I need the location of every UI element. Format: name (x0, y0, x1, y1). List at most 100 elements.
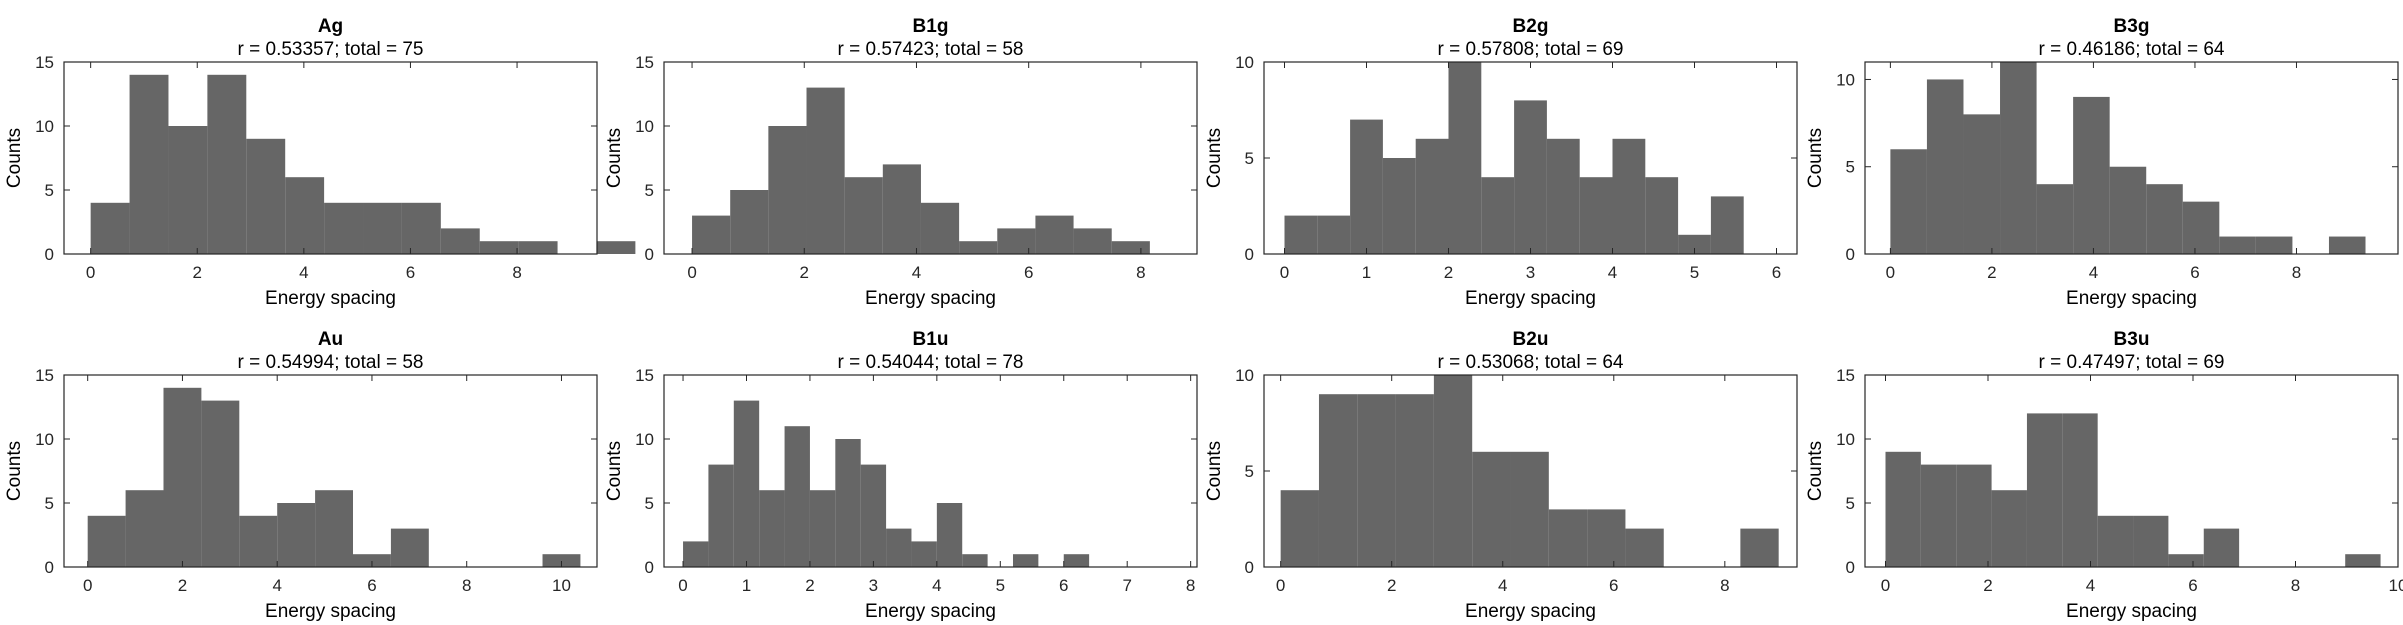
y-tick-label: 0 (45, 245, 54, 264)
histogram-bar (882, 164, 921, 254)
histogram-bar (1111, 241, 1150, 254)
histogram-bar (324, 202, 364, 254)
x-axis-label: Energy spacing (265, 601, 396, 622)
y-tick-label: 0 (1245, 245, 1254, 264)
y-tick-label: 5 (45, 181, 54, 200)
histogram-bar (1280, 490, 1319, 567)
x-tick-label: 0 (678, 576, 687, 595)
panel-subtitle: r = 0.47497; total = 69 (2039, 352, 2225, 373)
y-axis-label: Counts (1204, 441, 1225, 501)
x-tick-label: 6 (1024, 263, 1033, 282)
y-tick-label: 10 (35, 430, 54, 449)
histogram-bar (479, 241, 519, 254)
histogram-bar (2328, 236, 2366, 254)
histogram-bar (733, 400, 760, 567)
y-tick-label: 0 (1245, 558, 1254, 577)
x-axis-label: Energy spacing (865, 288, 996, 309)
x-tick-label: 7 (1122, 576, 1131, 595)
axes-box (663, 374, 1198, 568)
panel-title: B1u (913, 329, 949, 350)
y-axis-label: Counts (4, 441, 25, 501)
y-axis-label: Counts (1805, 441, 1826, 501)
y-tick-label: 0 (645, 558, 654, 577)
histogram-bar (1546, 138, 1580, 254)
x-tick-label: 0 (1886, 263, 1895, 282)
histogram-bar (1625, 528, 1664, 567)
histogram-bar (1678, 234, 1711, 254)
histogram-bar (363, 202, 402, 254)
histogram-bar (1433, 375, 1473, 567)
x-tick-label: 2 (805, 576, 814, 595)
x-tick-label: 4 (2089, 263, 2098, 282)
axes-box (1864, 374, 2399, 568)
y-tick-label: 5 (645, 181, 654, 200)
panel-subtitle: r = 0.57808; total = 69 (1438, 39, 1624, 60)
axes-box (1864, 61, 2399, 255)
x-tick-label: 4 (1608, 263, 1617, 282)
x-tick-label: 1 (1362, 263, 1371, 282)
panel-subtitle: r = 0.54044; total = 78 (838, 352, 1024, 373)
y-tick-label: 10 (1235, 53, 1254, 72)
histogram-bar (768, 126, 807, 254)
histogram-bar (1612, 138, 1646, 254)
y-tick-label: 10 (1836, 70, 1855, 89)
histogram-bar (708, 464, 734, 567)
histogram-bar (1920, 464, 1957, 567)
histogram-bar (2026, 413, 2063, 567)
x-tick-label: 2 (1444, 263, 1453, 282)
y-tick-label: 5 (1846, 158, 1855, 177)
histogram-bar (2182, 201, 2220, 254)
y-tick-label: 0 (1846, 245, 1855, 264)
histogram-bar (1579, 177, 1613, 254)
x-tick-label: 10 (2389, 576, 2403, 595)
y-tick-label: 10 (1235, 366, 1254, 385)
histogram-bar (1587, 509, 1626, 567)
x-tick-label: 2 (1987, 263, 1996, 282)
x-tick-label: 4 (932, 576, 941, 595)
histogram-bar (542, 554, 581, 567)
x-tick-label: 8 (462, 576, 471, 595)
histogram-bar (2000, 62, 2037, 254)
histogram-bar (2219, 236, 2256, 254)
x-tick-label: 8 (1136, 263, 1145, 282)
histogram-bar (1448, 62, 1482, 254)
panel-title: Au (318, 329, 343, 350)
y-axis-label: Counts (1805, 128, 1826, 188)
histogram-bar (1415, 138, 1449, 254)
x-tick-label: 6 (2190, 263, 2199, 282)
y-tick-label: 5 (645, 494, 654, 513)
x-tick-label: 6 (406, 263, 415, 282)
histogram-bar (2203, 528, 2240, 567)
histogram-bar (1548, 509, 1588, 567)
histogram-bar (129, 74, 169, 254)
histogram-bar (1357, 394, 1396, 567)
x-tick-label: 6 (1059, 576, 1068, 595)
x-tick-label: 6 (1772, 263, 1781, 282)
histogram-bar (2097, 515, 2134, 567)
histogram-bar (1317, 215, 1351, 254)
histogram-bar (168, 126, 208, 254)
histogram-bar (2073, 96, 2110, 254)
histogram-bar (1956, 464, 1992, 567)
x-tick-label: 2 (1983, 576, 1992, 595)
histogram-panel-au: 0 2 4 6 8 10 0 5 10 15 Aur = 0.54994; total = 58 En… (4, 329, 598, 622)
x-tick-label: 6 (367, 576, 376, 595)
y-axis-label: Counts (604, 441, 625, 501)
x-tick-label: 2 (1387, 576, 1396, 595)
histogram-bar (2133, 515, 2169, 567)
y-axis-label: Counts (1204, 128, 1225, 188)
histogram-bar (1395, 394, 1434, 567)
x-tick-label: 4 (1498, 576, 1507, 595)
x-tick-label: 4 (912, 263, 921, 282)
x-tick-label: 4 (299, 263, 308, 282)
x-tick-label: 2 (178, 576, 187, 595)
histogram-bar (920, 202, 960, 254)
panel-subtitle: r = 0.46186; total = 64 (2039, 39, 2225, 60)
histogram-bar (1710, 196, 1744, 254)
x-tick-label: 8 (1186, 576, 1195, 595)
histogram-bar (1035, 215, 1074, 254)
y-tick-label: 10 (1836, 430, 1855, 449)
